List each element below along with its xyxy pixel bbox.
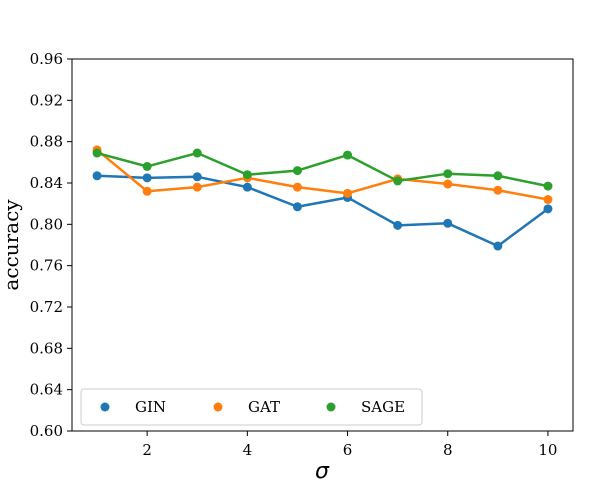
y-tick-label: 0.88 bbox=[30, 133, 63, 151]
axis-layer: 0.60 0.64 0.68 0.72 0.76 0.80 0.84 0.88 0.92 0.96… bbox=[30, 50, 558, 459]
data-point-gin bbox=[142, 173, 152, 183]
data-point-gat bbox=[142, 186, 152, 196]
x-tick-label: 2 bbox=[142, 441, 152, 459]
data-point-gat bbox=[443, 179, 453, 189]
y-tick-label: 0.60 bbox=[30, 422, 63, 440]
y-tick-label: 0.80 bbox=[30, 215, 63, 233]
series-line-gin bbox=[96, 174, 549, 248]
y-tick-label: 0.96 bbox=[30, 50, 63, 68]
legend-entry-gat: GAT bbox=[213, 398, 280, 416]
data-point-sage bbox=[292, 166, 302, 176]
data-point-gin bbox=[92, 171, 102, 181]
legend-label-sage: SAGE bbox=[361, 398, 405, 416]
data-point-gin bbox=[292, 202, 302, 212]
legend-entry-sage: SAGE bbox=[326, 398, 405, 416]
data-point-gat bbox=[543, 195, 553, 205]
data-point-gat bbox=[343, 188, 353, 198]
legend-label-gat: GAT bbox=[248, 398, 280, 416]
data-point-gin bbox=[242, 182, 252, 192]
series-line-gat bbox=[96, 148, 549, 201]
y-axis-label: accuracy bbox=[0, 199, 23, 291]
data-point-sage bbox=[192, 148, 202, 158]
data-point-gin bbox=[543, 204, 553, 214]
legend-entry-gin: GIN bbox=[100, 398, 166, 416]
y-tick-label: 0.72 bbox=[30, 298, 63, 316]
data-point-sage bbox=[493, 171, 503, 181]
x-tick-label: 4 bbox=[243, 441, 253, 459]
data-point-sage bbox=[343, 150, 353, 160]
data-point-sage bbox=[92, 148, 102, 158]
legend-items: GIN GAT SAGE bbox=[100, 398, 405, 416]
legend-marker-gat bbox=[213, 402, 223, 412]
y-tick-label: 0.64 bbox=[30, 381, 63, 399]
legend-box bbox=[80, 388, 423, 426]
data-point-gat bbox=[493, 185, 503, 195]
data-point-gat bbox=[292, 182, 302, 192]
y-tick-label: 0.76 bbox=[30, 257, 63, 275]
x-tick-label: 10 bbox=[538, 441, 557, 459]
data-point-gin bbox=[192, 172, 202, 182]
legend: GIN GAT SAGE bbox=[80, 388, 423, 426]
data-point-gin bbox=[393, 220, 403, 230]
series-layer bbox=[92, 145, 553, 251]
data-point-sage bbox=[142, 161, 152, 171]
x-tick-label: 8 bbox=[443, 441, 453, 459]
data-point-gat bbox=[192, 182, 202, 192]
y-tick-label: 0.68 bbox=[30, 339, 63, 357]
data-point-gin bbox=[493, 241, 503, 251]
data-point-sage bbox=[443, 169, 453, 179]
x-tick-label: 6 bbox=[343, 441, 353, 459]
x-axis-label: σ bbox=[315, 459, 330, 484]
y-tick-label: 0.84 bbox=[30, 174, 63, 192]
legend-marker-gin bbox=[100, 402, 110, 412]
data-point-sage bbox=[242, 170, 252, 180]
plot-frame bbox=[71, 58, 574, 432]
series-sage bbox=[92, 148, 553, 191]
data-point-sage bbox=[543, 181, 553, 191]
plot-area bbox=[72, 59, 573, 431]
data-point-gin bbox=[443, 218, 453, 228]
y-tick-label: 0.92 bbox=[30, 91, 63, 109]
legend-label-gin: GIN bbox=[135, 398, 166, 416]
legend-marker-sage bbox=[326, 402, 336, 412]
series-line-sage bbox=[96, 151, 549, 188]
data-point-sage bbox=[393, 176, 403, 186]
